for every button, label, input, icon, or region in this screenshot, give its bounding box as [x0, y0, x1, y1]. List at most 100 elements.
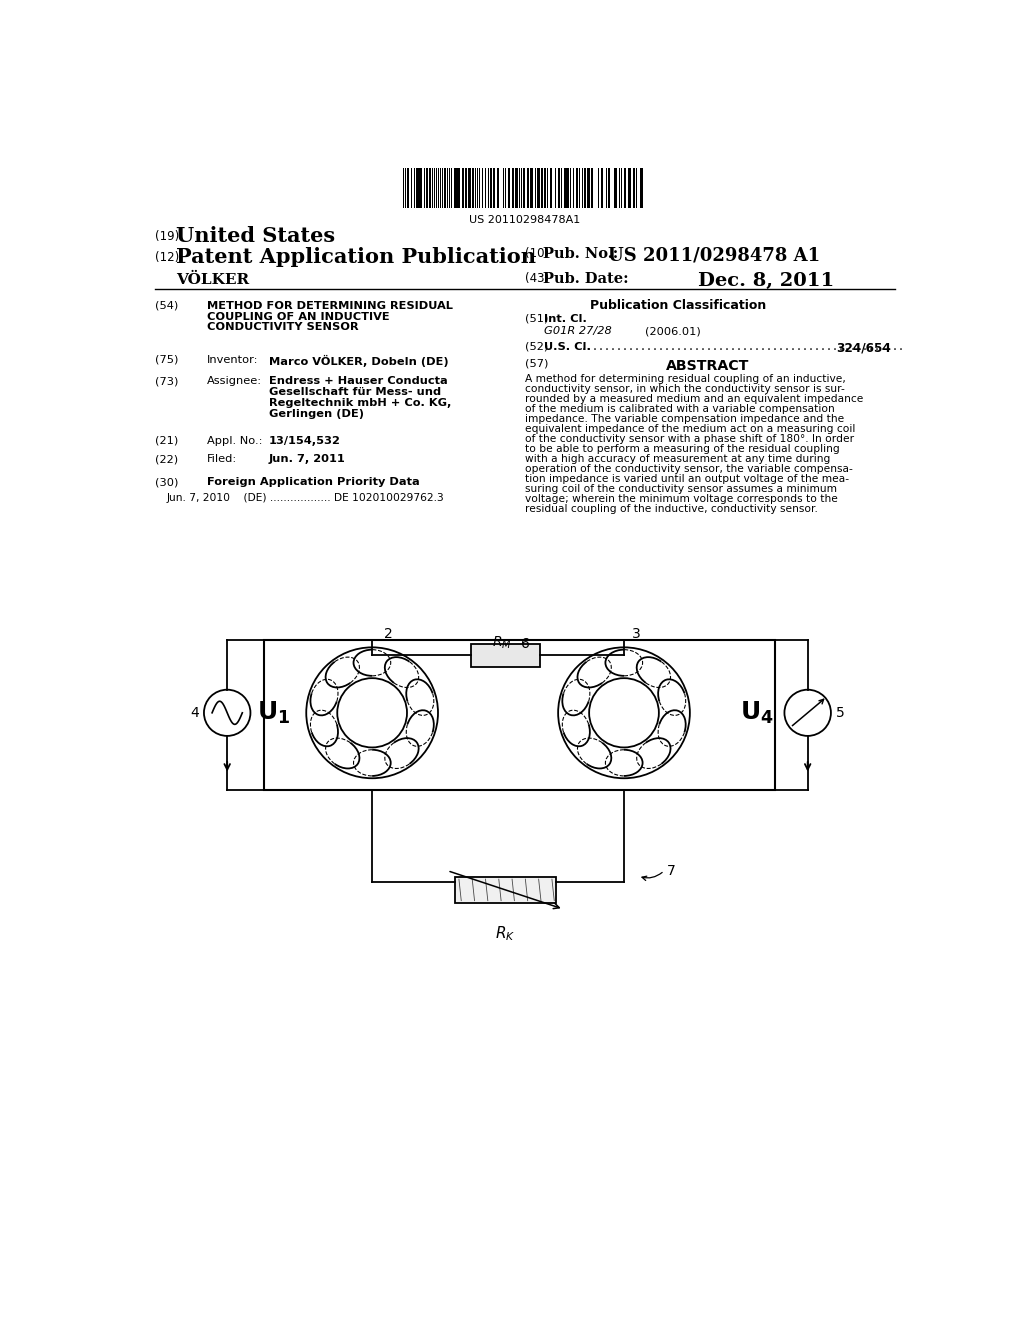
Text: $\mathbf{U_4}$: $\mathbf{U_4}$ [740, 700, 774, 726]
Bar [547, 168, 548, 207]
Text: COUPLING OF AN INDUCTIVE: COUPLING OF AN INDUCTIVE [207, 312, 390, 322]
Text: tion impedance is varied until an output voltage of the mea-: tion impedance is varied until an output… [524, 474, 849, 484]
Text: Assignee:: Assignee: [207, 376, 262, 387]
Text: ......................................................: ........................................… [581, 342, 904, 351]
Text: (30): (30) [155, 478, 178, 487]
Text: A method for determining residual coupling of an inductive,: A method for determining residual coupli… [524, 374, 846, 384]
Text: Endress + Hauser Conducta: Endress + Hauser Conducta [269, 376, 447, 387]
Text: Marco VÖLKER, Dobeln (DE): Marco VÖLKER, Dobeln (DE) [269, 355, 449, 367]
Text: Regeltechnik mbH + Co. KG,: Regeltechnik mbH + Co. KG, [269, 397, 452, 408]
Text: METHOD FOR DETERMINING RESIDUAL: METHOD FOR DETERMINING RESIDUAL [207, 301, 453, 310]
Bar [640, 168, 643, 207]
Bar [527, 168, 528, 207]
Text: US 20110298478A1: US 20110298478A1 [469, 215, 581, 226]
Bar [471, 644, 541, 667]
Bar [563, 168, 566, 207]
Text: Gesellschaft für Mess- und: Gesellschaft für Mess- und [269, 387, 441, 397]
Bar [521, 168, 522, 207]
Bar [462, 168, 464, 207]
Text: (19): (19) [155, 230, 179, 243]
Text: 6: 6 [521, 638, 529, 651]
Text: voltage; wherein the minimum voltage corresponds to the: voltage; wherein the minimum voltage cor… [524, 494, 838, 504]
Text: Foreign Application Priority Data: Foreign Application Priority Data [207, 478, 420, 487]
Bar [477, 168, 478, 207]
Bar [587, 168, 590, 207]
Bar [508, 168, 510, 207]
Bar [455, 168, 457, 207]
Bar [444, 168, 445, 207]
Text: 7: 7 [667, 863, 676, 878]
Text: (12): (12) [155, 251, 179, 264]
Bar [615, 168, 617, 207]
Text: ABSTRACT: ABSTRACT [666, 359, 750, 372]
Bar [585, 168, 586, 207]
Text: Dec. 8, 2011: Dec. 8, 2011 [697, 272, 834, 290]
Text: equivalent impedance of the medium act on a measuring coil: equivalent impedance of the medium act o… [524, 424, 855, 434]
Text: Patent Application Publication: Patent Application Publication [176, 247, 536, 267]
Text: with a high accuracy of measurement at any time during: with a high accuracy of measurement at a… [524, 454, 830, 465]
Bar [472, 168, 474, 207]
Bar [538, 168, 540, 207]
Text: Pub. Date:: Pub. Date: [544, 272, 629, 286]
Bar [633, 168, 635, 207]
Bar [558, 168, 560, 207]
Bar [523, 168, 524, 207]
Text: residual coupling of the inductive, conductivity sensor.: residual coupling of the inductive, cond… [524, 504, 818, 513]
Text: (54): (54) [155, 301, 178, 310]
Bar [516, 168, 518, 207]
Text: (43): (43) [524, 272, 549, 285]
Text: $R_K$: $R_K$ [496, 924, 515, 944]
Bar [407, 168, 410, 207]
Text: of the conductivity sensor with a phase shift of 180°. In order: of the conductivity sensor with a phase … [524, 434, 854, 444]
Text: rounded by a measured medium and an equivalent impedance: rounded by a measured medium and an equi… [524, 395, 863, 404]
Text: U.S. Cl.: U.S. Cl. [544, 342, 591, 351]
Text: (2006.01): (2006.01) [645, 326, 700, 337]
Text: Filed:: Filed: [207, 454, 238, 465]
Bar [512, 168, 514, 207]
Bar [263, 640, 775, 789]
Bar [618, 168, 621, 207]
Bar [541, 168, 543, 207]
Bar [624, 168, 626, 207]
Text: Jun. 7, 2010    (DE) .................. DE 102010029762.3: Jun. 7, 2010 (DE) .................. DE … [167, 494, 444, 503]
Text: United States: United States [176, 226, 335, 246]
Text: (75): (75) [155, 355, 178, 364]
Text: operation of the conductivity sensor, the variable compensa-: operation of the conductivity sensor, th… [524, 465, 853, 474]
Bar [572, 168, 574, 207]
Text: US 2011/0298478 A1: US 2011/0298478 A1 [608, 247, 820, 265]
Bar [439, 168, 441, 207]
Bar [628, 168, 631, 207]
Bar [426, 168, 428, 207]
Bar [416, 168, 419, 207]
Text: $R_M$: $R_M$ [492, 635, 511, 651]
Bar [575, 168, 578, 207]
Bar [544, 168, 546, 207]
Text: suring coil of the conductivity sensor assumes a minimum: suring coil of the conductivity sensor a… [524, 484, 837, 494]
Text: of the medium is calibrated with a variable compensation: of the medium is calibrated with a varia… [524, 404, 835, 414]
Text: $\mathbf{U_1}$: $\mathbf{U_1}$ [257, 700, 291, 726]
Text: (51): (51) [524, 314, 548, 323]
Text: (73): (73) [155, 376, 178, 387]
Text: 2: 2 [384, 627, 392, 640]
Text: impedance. The variable compensation impedance and the: impedance. The variable compensation imp… [524, 414, 844, 424]
Text: conductivity sensor, in which the conductivity sensor is sur-: conductivity sensor, in which the conduc… [524, 384, 845, 393]
Text: Inventor:: Inventor: [207, 355, 258, 364]
Bar [420, 168, 422, 207]
Text: (21): (21) [155, 436, 178, 446]
Bar [465, 168, 467, 207]
Text: (22): (22) [155, 454, 178, 465]
Bar [607, 168, 610, 207]
Bar [484, 168, 486, 207]
Text: (10): (10) [524, 247, 549, 260]
Bar [530, 168, 534, 207]
Text: Int. Cl.: Int. Cl. [544, 314, 587, 323]
Text: Publication Classification: Publication Classification [590, 298, 766, 312]
Text: 324/654: 324/654 [837, 342, 891, 355]
Text: G01R 27/28: G01R 27/28 [544, 326, 612, 337]
Text: Gerlingen (DE): Gerlingen (DE) [269, 409, 365, 418]
Bar [550, 168, 552, 207]
Text: (52): (52) [524, 342, 548, 351]
Bar [518, 168, 520, 207]
Text: Pub. No.:: Pub. No.: [544, 247, 618, 261]
Text: VÖLKER: VÖLKER [176, 272, 249, 286]
